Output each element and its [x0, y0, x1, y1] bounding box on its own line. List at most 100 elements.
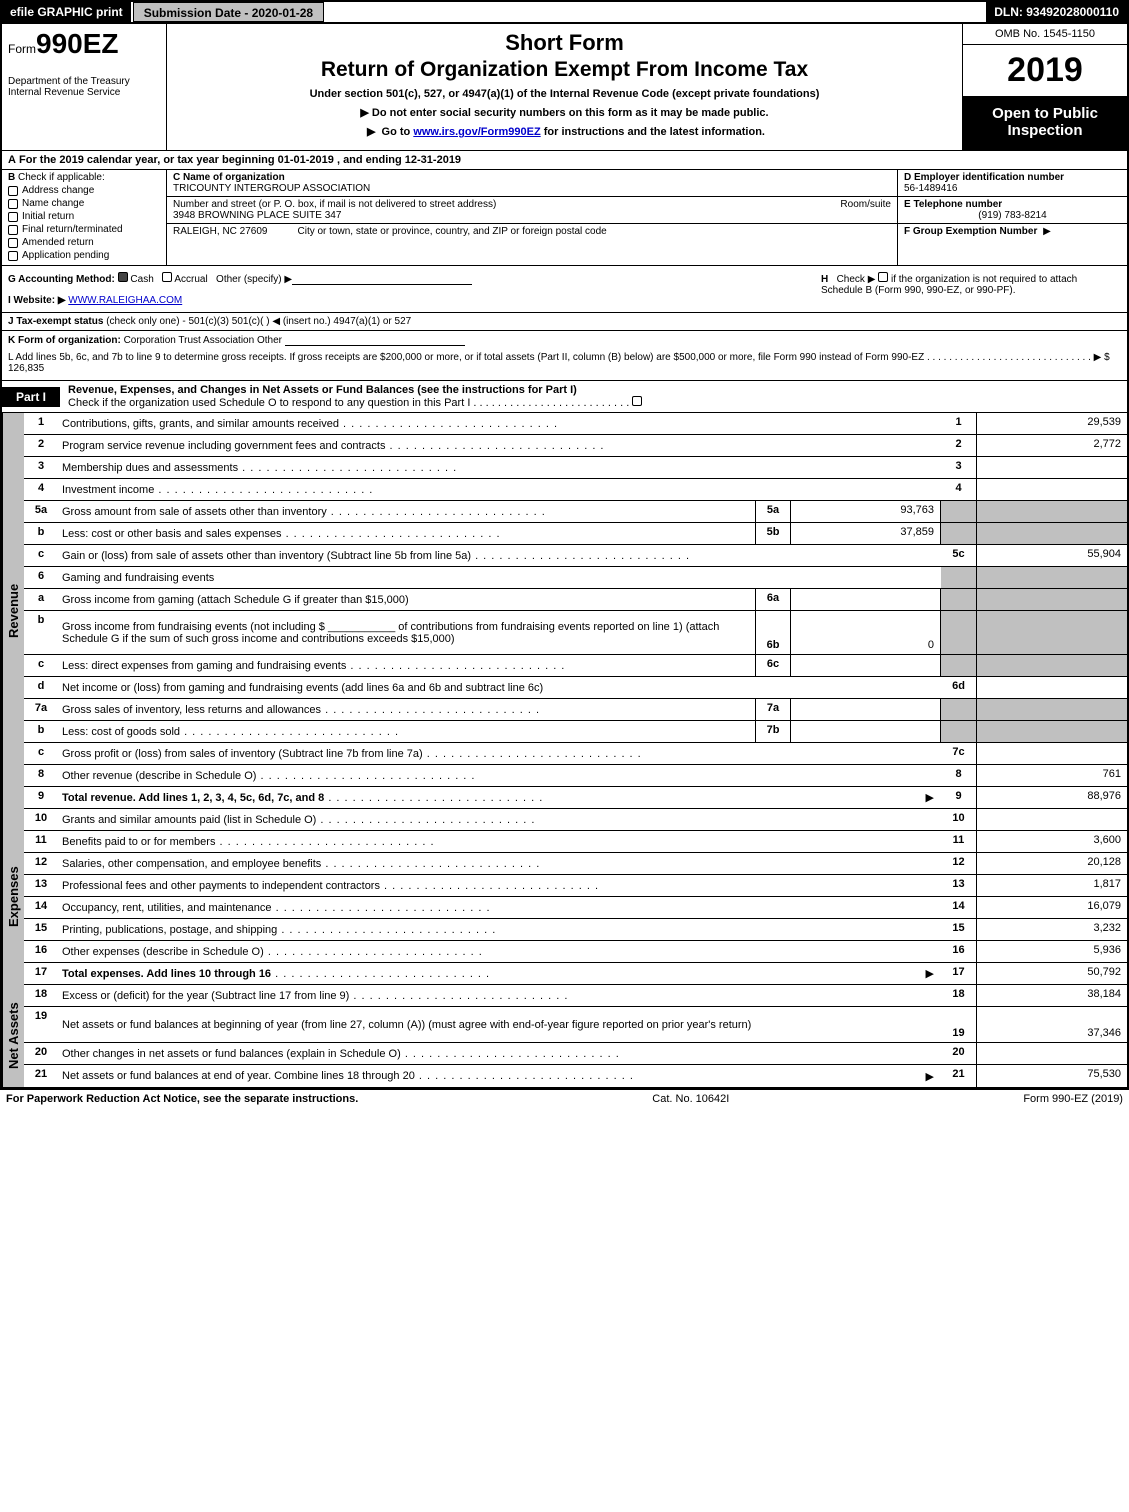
section-bcdef: B Check if applicable: Address change Na… [2, 170, 1127, 266]
row-5a: 5a Gross amount from sale of assets othe… [24, 501, 1127, 523]
midnum-6b: 6b [755, 611, 791, 654]
row-12: 12 Salaries, other compensation, and emp… [24, 853, 1127, 875]
rownum-6a: a [24, 589, 58, 610]
outnum-12: 12 [941, 853, 977, 874]
rownum-20: 20 [24, 1043, 58, 1064]
rownum-6d: d [24, 677, 58, 698]
netassets-rows: 18 Excess or (deficit) for the year (Sub… [24, 985, 1127, 1087]
cb-application-pending[interactable]: Application pending [8, 250, 160, 261]
outnum-5b-shade [941, 523, 977, 544]
row-1: 1 Contributions, gifts, grants, and simi… [24, 413, 1127, 435]
e-value: (919) 783-8214 [904, 210, 1121, 221]
desc-7c: Gross profit or (loss) from sales of inv… [62, 748, 937, 760]
checkbox-icon[interactable] [8, 238, 18, 248]
midval-5a: 93,763 [791, 501, 941, 522]
d-value: 56-1489416 [904, 183, 1121, 194]
rownum-9: 9 [24, 787, 58, 808]
checkbox-icon[interactable] [8, 251, 18, 261]
outnum-14: 14 [941, 897, 977, 918]
outval-10 [977, 809, 1127, 830]
desc-10: Grants and similar amounts paid (list in… [62, 814, 937, 826]
cb-amended-return[interactable]: Amended return [8, 237, 160, 248]
efile-print-button[interactable]: efile GRAPHIC print [2, 2, 133, 22]
outnum-2: 2 [941, 435, 977, 456]
netassets-side-label: Net Assets [2, 985, 24, 1087]
checkbox-icon[interactable] [162, 272, 172, 282]
checkbox-icon[interactable] [632, 396, 642, 406]
desc-7b: Less: cost of goods sold [62, 726, 751, 738]
revenue-side-label: Revenue [2, 413, 24, 809]
desc-18: Excess or (deficit) for the year (Subtra… [62, 990, 937, 1002]
outval-19: 37,346 [977, 1007, 1127, 1042]
e-label: E Telephone number [904, 199, 1121, 210]
checkbox-icon[interactable] [8, 186, 18, 196]
footer-right-text: Form 990-EZ (2019) [1023, 1093, 1123, 1105]
outval-9: 88,976 [977, 787, 1127, 808]
cb-name-change[interactable]: Name change [8, 198, 160, 209]
outval-3 [977, 457, 1127, 478]
arrow-icon [923, 791, 937, 804]
outval-11: 3,600 [977, 831, 1127, 852]
checkbox-icon[interactable] [878, 272, 888, 282]
rownum-15: 15 [24, 919, 58, 940]
outnum-6d: 6d [941, 677, 977, 698]
page-footer: For Paperwork Reduction Act Notice, see … [0, 1089, 1129, 1108]
k-other-line [285, 334, 465, 346]
outnum-10: 10 [941, 809, 977, 830]
title-short-form: Short Form [177, 30, 952, 56]
outval-6c-shade [977, 655, 1127, 676]
row-6d: d Net income or (loss) from gaming and f… [24, 677, 1127, 699]
form-header: Form990EZ Department of the Treasury Int… [2, 24, 1127, 151]
outnum-15: 15 [941, 919, 977, 940]
rownum-1: 1 [24, 413, 58, 434]
goto-post: for instructions and the latest informat… [544, 126, 765, 138]
cb-label-address: Address change [22, 185, 94, 196]
h-block: H Check ▶ if the organization is not req… [821, 272, 1121, 306]
topbar-left: efile GRAPHIC print Submission Date - 20… [2, 2, 324, 22]
desc-14: Occupancy, rent, utilities, and maintena… [62, 902, 937, 914]
i-label: I Website: ▶ [8, 295, 66, 306]
irs-link[interactable]: www.irs.gov/Form990EZ [413, 126, 540, 138]
room-label: Room/suite [840, 199, 891, 221]
checkbox-icon[interactable] [8, 225, 18, 235]
rownum-7b: b [24, 721, 58, 742]
omb-number: OMB No. 1545-1150 [963, 24, 1127, 45]
rownum-6: 6 [24, 567, 58, 588]
website-link[interactable]: WWW.RALEIGHAA.COM [68, 295, 182, 306]
rownum-14: 14 [24, 897, 58, 918]
checkbox-icon[interactable] [8, 199, 18, 209]
desc-16: Other expenses (describe in Schedule O) [62, 946, 937, 958]
rownum-8: 8 [24, 765, 58, 786]
outval-2: 2,772 [977, 435, 1127, 456]
row-k: K Form of organization: Corporation Trus… [2, 331, 1127, 349]
outnum-9: 9 [941, 787, 977, 808]
cb-label-pending: Application pending [22, 250, 109, 261]
revenue-rows: 1 Contributions, gifts, grants, and simi… [24, 413, 1127, 809]
checkbox-icon[interactable] [118, 272, 128, 282]
row-a-text: A For the 2019 calendar year, or tax yea… [2, 151, 467, 169]
row-6c: c Less: direct expenses from gaming and … [24, 655, 1127, 677]
desc-20: Other changes in net assets or fund bala… [62, 1048, 937, 1060]
h-check: Check ▶ [837, 274, 876, 285]
checkbox-icon[interactable] [8, 212, 18, 222]
outval-16: 5,936 [977, 941, 1127, 962]
row-a-1: For the 2019 calendar year, or tax year … [19, 154, 334, 166]
e-row: E Telephone number (919) 783-8214 [898, 197, 1127, 224]
c-addr-row: Number and street (or P. O. box, if mail… [167, 197, 897, 224]
rownum-7a: 7a [24, 699, 58, 720]
part1-tab: Part I [2, 387, 60, 407]
desc-6c: Less: direct expenses from gaming and fu… [62, 660, 751, 672]
cb-initial-return[interactable]: Initial return [8, 211, 160, 222]
rownum-4: 4 [24, 479, 58, 500]
outval-6d [977, 677, 1127, 698]
row-8: 8 Other revenue (describe in Schedule O)… [24, 765, 1127, 787]
outval-17: 50,792 [977, 963, 1127, 984]
submission-date: Submission Date - 2020-01-28 [133, 2, 324, 22]
open-line2: Inspection [967, 122, 1123, 139]
row-14: 14 Occupancy, rent, utilities, and maint… [24, 897, 1127, 919]
cb-address-change[interactable]: Address change [8, 185, 160, 196]
desc-4: Investment income [62, 484, 937, 496]
outval-6a-shade [977, 589, 1127, 610]
midval-6c [791, 655, 941, 676]
cb-final-return[interactable]: Final return/terminated [8, 224, 160, 235]
